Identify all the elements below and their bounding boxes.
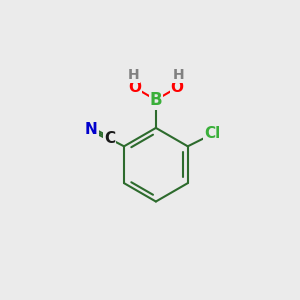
Text: O: O <box>128 80 141 95</box>
Text: N: N <box>85 122 98 136</box>
Text: O: O <box>171 80 184 95</box>
Text: H: H <box>173 68 184 82</box>
Text: C: C <box>104 131 115 146</box>
Text: Cl: Cl <box>204 127 220 142</box>
Text: H: H <box>128 68 139 82</box>
Text: B: B <box>150 91 162 109</box>
